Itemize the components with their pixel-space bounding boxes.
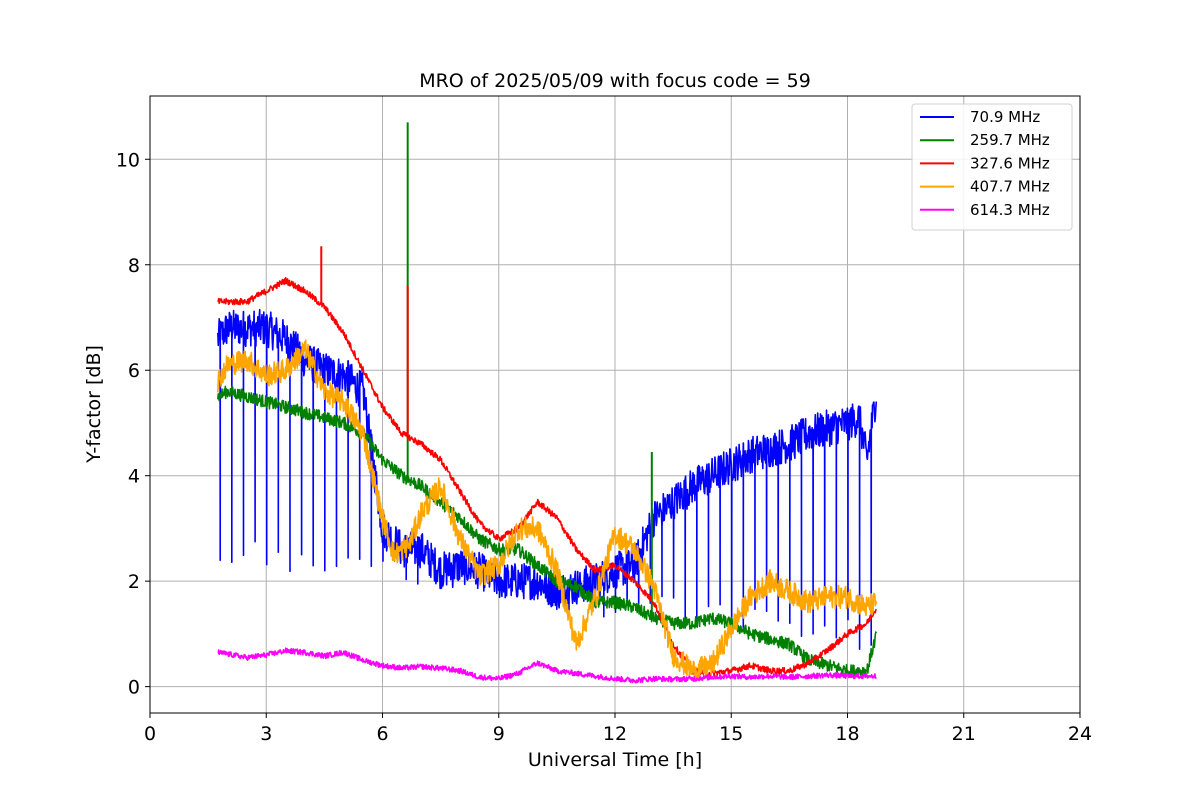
x-tick-label: 24 <box>1068 723 1092 745</box>
x-tick-label: 6 <box>376 723 388 745</box>
series-line <box>217 277 878 677</box>
legend-entry: 327.6 MHz <box>970 154 1050 172</box>
series-line <box>217 339 878 683</box>
x-tick-label: 12 <box>603 723 627 745</box>
legend-entry: 407.7 MHz <box>970 178 1050 196</box>
y-tick-label: 0 <box>128 677 140 699</box>
y-tick-label: 10 <box>116 149 140 171</box>
y-tick-label: 4 <box>128 466 140 488</box>
series-line <box>217 308 878 650</box>
legend: 70.9 MHz 259.7 MHz 327.6 MHz 407.7 MHz 614.3… <box>911 103 1073 231</box>
x-axis-label: Universal Time [h] <box>528 749 702 771</box>
series-line <box>217 385 878 678</box>
x-tick-label: 0 <box>144 723 156 745</box>
x-tick-label: 21 <box>952 723 976 745</box>
legend-box <box>911 103 1073 231</box>
x-tick-label: 18 <box>835 723 859 745</box>
y-tick-label: 6 <box>128 360 140 382</box>
x-tick-label: 15 <box>719 723 743 745</box>
legend-entry: 70.9 MHz <box>970 108 1040 126</box>
y-axis-label: Y-factor [dB] <box>83 345 105 464</box>
plot-area <box>217 122 878 684</box>
legend-entry: 614.3 MHz <box>970 201 1050 219</box>
y-tick-label: 2 <box>128 571 140 593</box>
series-line <box>217 647 877 684</box>
x-tick-label: 9 <box>493 723 505 745</box>
legend-entry: 259.7 MHz <box>970 131 1050 149</box>
y-tick-label: 8 <box>128 255 140 277</box>
x-tick-label: 3 <box>260 723 272 745</box>
chart-title: MRO of 2025/05/09 with focus code = 59 <box>419 70 811 92</box>
